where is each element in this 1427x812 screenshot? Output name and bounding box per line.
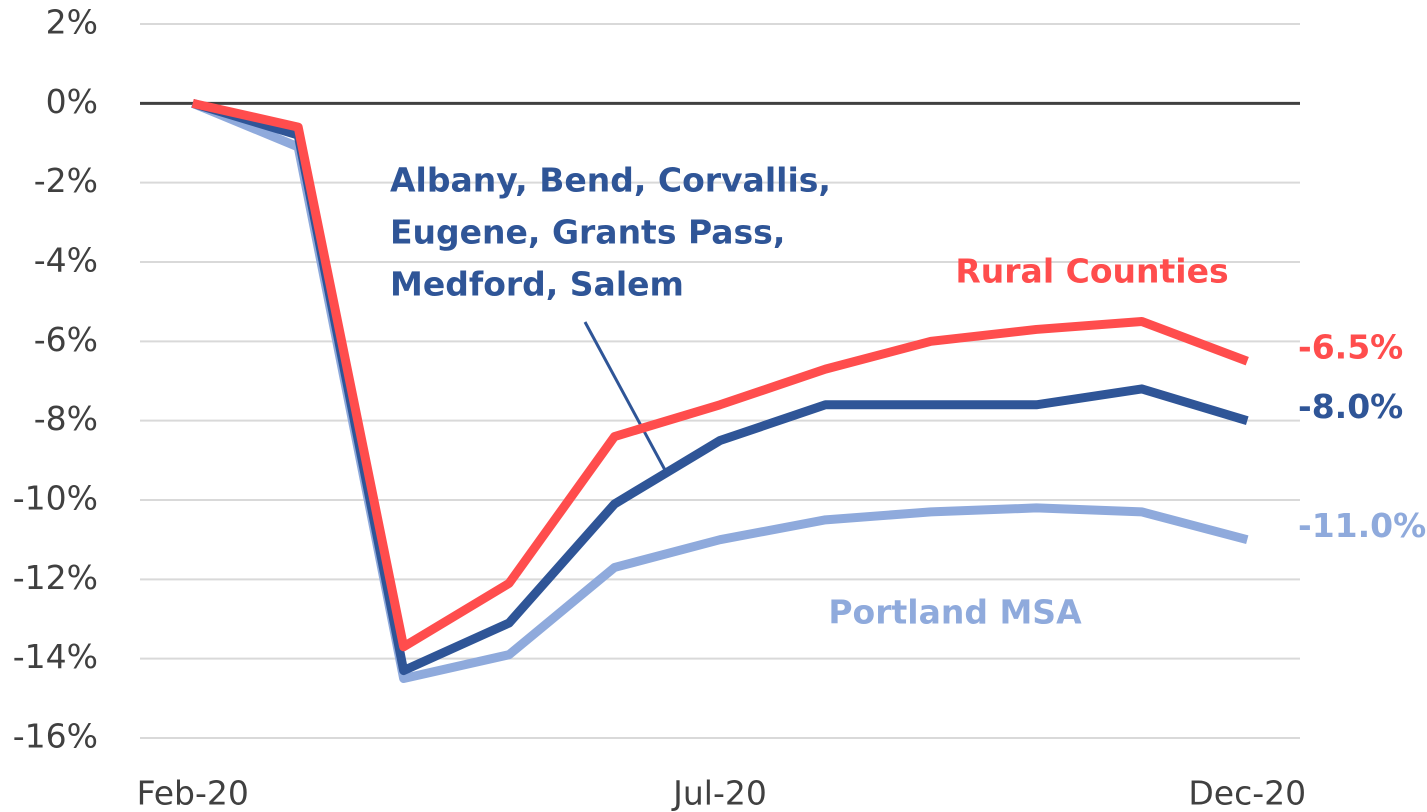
value-label: -8.0% — [1298, 387, 1403, 426]
x-tick-label: Feb-20 — [137, 774, 249, 812]
pointer — [583, 321, 667, 471]
y-tick-label: 0% — [46, 82, 98, 121]
y-tick-label: -10% — [13, 479, 98, 518]
y-tick-label: -6% — [34, 320, 98, 359]
series-label: Medford, Salem — [390, 265, 684, 304]
series-label: Portland MSA — [828, 593, 1082, 632]
value-label: -11.0% — [1298, 506, 1426, 545]
series-label: Rural Counties — [955, 252, 1228, 291]
y-tick-label: -12% — [13, 558, 98, 597]
series-label: Eugene, Grants Pass, — [390, 213, 785, 252]
y-tick-label: -14% — [13, 637, 98, 676]
y-tick-label: -8% — [34, 399, 98, 438]
y-tick-label: -2% — [34, 161, 98, 200]
y-tick-label: -16% — [13, 717, 98, 756]
y-tick-label: -4% — [34, 241, 98, 280]
value-label: -6.5% — [1298, 328, 1403, 367]
x-tick-label: Dec-20 — [1188, 774, 1306, 812]
series-line — [191, 98, 1249, 652]
x-tick-label: Jul-20 — [671, 774, 767, 812]
y-tick-label: 2% — [46, 3, 98, 42]
series-label: Albany, Bend, Corvallis, — [390, 161, 831, 200]
